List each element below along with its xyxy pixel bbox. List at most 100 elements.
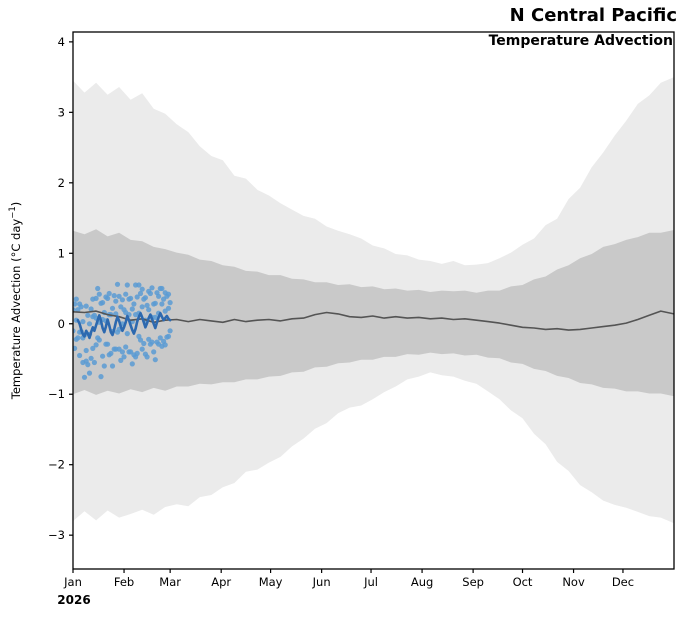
observation-dot bbox=[75, 335, 81, 341]
y-tick-label: 3 bbox=[58, 105, 65, 119]
observed-line bbox=[76, 311, 172, 340]
observation-dot bbox=[167, 328, 173, 334]
x-tick-label: May bbox=[259, 575, 283, 589]
observation-dot bbox=[86, 321, 93, 327]
year-label: 2026 bbox=[57, 593, 90, 607]
x-axis-ticks: Jan Feb Mar Apr May Jun Jul Aug Sep Oct Nov Dec bbox=[63, 569, 634, 589]
observation-dot bbox=[149, 285, 155, 291]
observation-dot bbox=[129, 361, 135, 367]
observation-dot bbox=[124, 331, 130, 337]
observation-dot bbox=[108, 350, 114, 356]
observation-dot bbox=[147, 290, 153, 297]
y-axis-label: Temperature Advection (°C day−1) bbox=[8, 202, 23, 400]
observation-dot bbox=[123, 344, 129, 350]
x-tick-label: Apr bbox=[211, 575, 231, 589]
observation-dot bbox=[101, 363, 107, 369]
observation-dot bbox=[129, 306, 135, 312]
x-tick-label: Jan bbox=[63, 575, 82, 589]
climatology-line bbox=[73, 310, 674, 331]
x-tick-label: Dec bbox=[612, 575, 634, 589]
observation-dot bbox=[141, 340, 147, 347]
observation-dot bbox=[139, 346, 145, 352]
y-tick-label: 0 bbox=[58, 317, 65, 331]
x-tick-label: Feb bbox=[114, 575, 134, 589]
observation-dot bbox=[134, 350, 140, 356]
y-tick-label: −2 bbox=[48, 458, 65, 472]
observation-dot bbox=[81, 374, 88, 380]
observation-dot bbox=[159, 285, 165, 292]
observation-dot bbox=[136, 282, 142, 288]
observation-dot bbox=[85, 312, 91, 318]
observation-dot bbox=[137, 337, 144, 343]
observation-dot bbox=[113, 298, 119, 304]
observation-dot bbox=[128, 295, 134, 301]
observation-dot bbox=[119, 349, 125, 355]
x-tick-label: Nov bbox=[562, 575, 585, 589]
observation-dot bbox=[152, 357, 158, 363]
observation-dot bbox=[106, 290, 112, 297]
observation-dot bbox=[159, 301, 165, 307]
observation-dot bbox=[119, 297, 125, 303]
observation-dot bbox=[123, 291, 129, 297]
observation-dot bbox=[86, 370, 93, 376]
observation-dots bbox=[73, 281, 173, 380]
observation-dot bbox=[157, 335, 163, 341]
observation-dot bbox=[151, 349, 157, 355]
observation-dot bbox=[77, 352, 83, 359]
observation-dot bbox=[149, 339, 155, 345]
observation-dot bbox=[85, 362, 91, 368]
observation-dot bbox=[131, 301, 137, 307]
observation-dot bbox=[91, 359, 97, 366]
observation-dot bbox=[95, 285, 101, 292]
observation-dot bbox=[142, 295, 148, 301]
observation-dot bbox=[116, 293, 122, 299]
x-tick-label: Mar bbox=[159, 575, 181, 589]
observation-dot bbox=[124, 282, 130, 288]
x-tick-label: Jul bbox=[363, 575, 378, 589]
observation-dot bbox=[98, 374, 104, 380]
x-tick-label: Aug bbox=[411, 575, 433, 589]
inner-percentile-band bbox=[73, 229, 674, 397]
observation-dot bbox=[134, 294, 140, 300]
chart-subtitle: Temperature Advection bbox=[488, 33, 673, 49]
observation-dot bbox=[167, 300, 173, 306]
observation-dot bbox=[73, 296, 79, 302]
observation-dot bbox=[93, 342, 99, 348]
observation-dot bbox=[88, 306, 94, 312]
observation-dot bbox=[165, 305, 172, 311]
x-tick-label: Sep bbox=[462, 575, 484, 589]
plot-area bbox=[73, 77, 674, 524]
plot-border bbox=[72, 31, 675, 570]
observation-dot bbox=[109, 363, 116, 369]
observation-dot bbox=[139, 304, 145, 310]
observation-dot bbox=[144, 354, 150, 360]
observation-dot bbox=[105, 295, 111, 301]
observation-dot bbox=[137, 290, 144, 297]
observation-dot bbox=[90, 345, 96, 351]
observation-dot bbox=[96, 337, 102, 343]
observation-dot bbox=[80, 319, 86, 325]
observation-dot bbox=[152, 300, 158, 306]
x-tick-label: Jun bbox=[312, 575, 331, 589]
observation-dot bbox=[144, 302, 150, 308]
observation-dot bbox=[78, 304, 84, 310]
observation-dot bbox=[73, 301, 78, 307]
y-tick-label: −3 bbox=[48, 528, 65, 542]
observation-dot bbox=[93, 295, 99, 301]
observation-dot bbox=[114, 281, 121, 287]
observation-dot bbox=[165, 291, 172, 297]
observation-dot bbox=[100, 300, 106, 306]
y-tick-label: −1 bbox=[48, 387, 65, 401]
observation-dot bbox=[146, 307, 152, 313]
y-axis-ticks: −3 −2 −1 0 1 2 3 4 bbox=[48, 35, 73, 542]
observation-dot bbox=[83, 303, 89, 309]
observation-dot bbox=[100, 353, 106, 359]
observation-dot bbox=[83, 347, 89, 354]
observation-dot bbox=[121, 354, 127, 360]
observation-dot bbox=[162, 342, 168, 348]
chart-title: N Central Pacific bbox=[509, 5, 677, 26]
observation-dot bbox=[139, 286, 145, 292]
y-tick-label: 1 bbox=[58, 246, 65, 260]
observation-dot bbox=[165, 333, 172, 339]
